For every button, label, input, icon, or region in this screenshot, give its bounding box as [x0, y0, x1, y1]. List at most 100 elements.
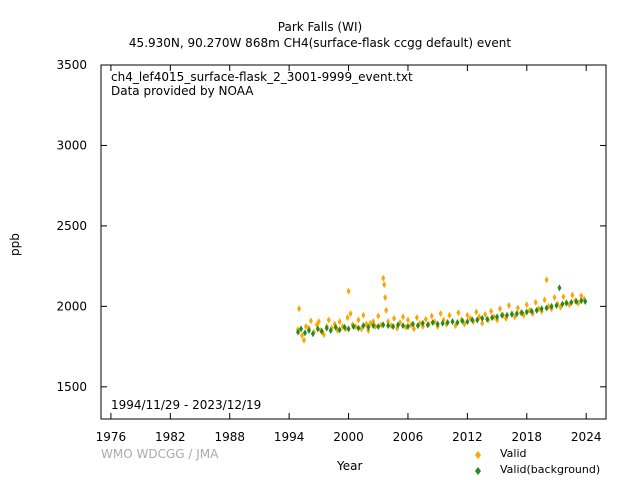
point-valid-80	[506, 302, 511, 310]
y-tick-label-0: 1500	[56, 380, 87, 394]
point-background-0	[296, 328, 301, 336]
point-valid-89	[533, 298, 538, 306]
point-background-25	[410, 320, 415, 328]
point-valid-27	[361, 311, 366, 319]
point-background-51	[539, 305, 544, 313]
point-background-52	[544, 304, 549, 312]
point-background-55	[557, 284, 562, 292]
point-background-33	[450, 318, 455, 326]
point-background-27	[420, 319, 425, 327]
point-valid-13	[326, 316, 331, 324]
point-background-15	[361, 322, 366, 330]
y-tick-label-2: 2500	[56, 219, 87, 233]
point-valid-33	[376, 312, 381, 320]
point-background-21	[391, 322, 396, 330]
point-valid-22	[348, 310, 353, 318]
x-tick-label-0: 1976	[96, 430, 127, 444]
point-background-41	[490, 314, 495, 322]
point-background-4	[310, 330, 315, 338]
point-background-36	[465, 318, 470, 326]
point-background-40	[485, 315, 490, 323]
x-tick-label-4: 2000	[333, 430, 364, 444]
point-background-2	[302, 329, 307, 337]
point-valid-92	[542, 296, 547, 304]
wdcgg-credit: WMO WDCGG / JMA	[101, 447, 219, 461]
point-valid-60	[447, 311, 452, 319]
point-background-47	[519, 309, 524, 317]
point-valid-69	[474, 308, 479, 316]
point-valid-35	[381, 274, 386, 282]
point-background-9	[333, 323, 338, 331]
point-valid-99	[561, 293, 566, 301]
point-valid-30	[368, 319, 373, 327]
point-valid-83	[515, 304, 520, 312]
valid-marker-icon	[475, 451, 481, 459]
point-background-6	[319, 327, 324, 335]
point-background-30	[435, 320, 440, 328]
point-background-28	[425, 321, 430, 329]
point-background-5	[315, 325, 320, 333]
point-valid-72	[483, 310, 488, 318]
y-tick-label-1: 2000	[56, 299, 87, 313]
point-background-1	[299, 325, 304, 333]
point-background-31	[440, 319, 445, 327]
point-valid-36	[382, 281, 387, 289]
plot-frame	[100, 64, 607, 420]
y-tick-label-3: 3000	[56, 138, 87, 152]
point-background-48	[524, 308, 529, 316]
point-background-37	[470, 316, 475, 324]
point-valid-86	[524, 301, 529, 309]
point-background-3	[306, 327, 311, 334]
point-valid-77	[498, 305, 503, 313]
point-valid-66	[465, 311, 470, 319]
provider-note: Data provided by NOAA	[111, 84, 254, 98]
point-background-32	[445, 318, 450, 326]
point-valid-37	[383, 294, 388, 302]
point-background-45	[509, 310, 514, 318]
point-background-26	[415, 322, 420, 330]
point-valid-1	[297, 305, 302, 313]
x-tick-label-1: 1982	[155, 430, 186, 444]
point-valid-54	[429, 312, 434, 320]
point-valid-93	[544, 276, 549, 284]
point-background-54	[554, 302, 559, 310]
point-valid-39	[386, 318, 391, 326]
point-valid-9	[316, 318, 321, 326]
point-background-20	[386, 322, 391, 330]
x-tick-label-8: 2024	[571, 430, 602, 444]
point-background-24	[405, 322, 410, 330]
point-background-23	[401, 322, 406, 330]
period-note: 1994/11/29 - 2023/12/19	[111, 398, 262, 412]
point-background-59	[574, 298, 579, 306]
legend: Valid Valid(background)	[470, 447, 630, 479]
point-background-35	[460, 317, 465, 325]
point-background-34	[455, 318, 460, 326]
chart-subtitle: 45.930N, 90.270W 868m CH4(surface-flask …	[128, 36, 512, 50]
background-marker-icon	[475, 467, 481, 475]
y-tick-label-4: 3500	[56, 58, 87, 72]
point-valid-41	[392, 314, 397, 322]
point-valid-49	[414, 314, 419, 322]
point-valid-71	[480, 319, 485, 327]
point-valid-74	[489, 307, 494, 315]
point-valid-105	[579, 292, 584, 300]
point-background-56	[560, 300, 565, 308]
file-name-note: ch4_lef4015_surface-flask_2_3001-9999_ev…	[111, 70, 413, 84]
x-tick-label-5: 2006	[393, 430, 424, 444]
point-valid-63	[456, 309, 461, 317]
point-background-22	[396, 321, 401, 329]
point-background-10	[337, 326, 342, 334]
point-valid-52	[423, 315, 428, 323]
point-background-46	[514, 310, 519, 318]
point-valid-46	[405, 316, 410, 324]
point-background-17	[371, 322, 376, 330]
point-background-61	[583, 298, 588, 306]
point-valid-3	[301, 336, 306, 344]
legend-marker-background	[475, 467, 481, 475]
point-background-49	[529, 307, 534, 315]
point-background-42	[495, 313, 500, 321]
point-background-12	[346, 325, 351, 333]
point-background-29	[430, 318, 435, 326]
point-valid-102	[570, 291, 575, 299]
